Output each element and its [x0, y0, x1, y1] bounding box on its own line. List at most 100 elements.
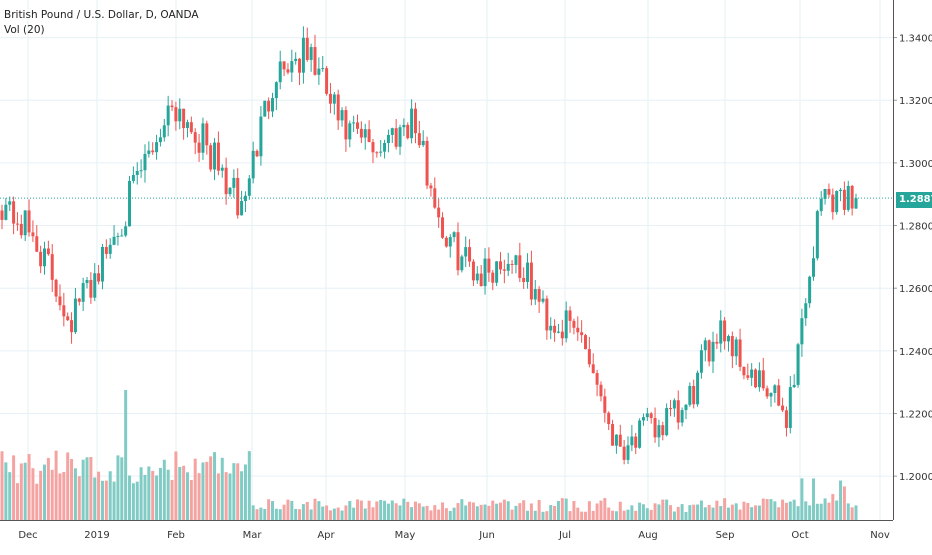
- candle-body: [506, 263, 510, 271]
- volume-bar: [433, 505, 437, 520]
- volume-bar: [599, 500, 603, 520]
- volume-bar: [174, 451, 178, 520]
- volume-bar: [537, 499, 541, 520]
- candle-body: [584, 335, 588, 350]
- volume-bar: [394, 503, 398, 520]
- candle-body: [89, 279, 93, 298]
- volume-bar: [549, 505, 553, 520]
- candle-body: [313, 47, 317, 75]
- volume-bar: [761, 498, 765, 520]
- volume-bar: [781, 499, 785, 520]
- candle-body: [213, 142, 217, 170]
- candle-body: [189, 122, 193, 133]
- candle-body: [549, 325, 553, 331]
- volume-bar: [773, 501, 777, 520]
- candle-body: [738, 339, 742, 367]
- candle-body: [622, 446, 626, 460]
- candle-body: [344, 110, 348, 140]
- volume-bar: [669, 505, 673, 520]
- candle-body: [305, 37, 309, 60]
- candle-body: [317, 68, 321, 75]
- volume-bar: [336, 507, 340, 520]
- x-tick-label: 2019: [84, 530, 109, 541]
- volume-bar: [850, 507, 854, 520]
- candle-body: [236, 177, 240, 216]
- volume-bar: [754, 505, 758, 520]
- candle-body: [518, 255, 522, 278]
- volume-bar: [649, 509, 653, 520]
- candle-body: [46, 248, 50, 255]
- candle-body: [31, 232, 35, 237]
- volume-bar: [630, 505, 634, 520]
- candle-body: [417, 133, 421, 146]
- candle-body: [54, 279, 58, 297]
- volume-bar: [541, 511, 545, 520]
- volume-bar: [0, 451, 4, 520]
- candle-body: [220, 167, 224, 171]
- candle-body: [556, 331, 560, 333]
- candle-body: [441, 217, 445, 238]
- candle-body: [641, 417, 645, 421]
- volume-bar: [518, 503, 522, 520]
- volume-bar: [815, 503, 819, 520]
- volume-bar: [379, 500, 383, 520]
- volume-bar: [77, 476, 81, 520]
- volume-bar: [50, 469, 54, 520]
- candle-body: [498, 261, 502, 270]
- volume-bar: [734, 503, 738, 520]
- candle-body: [39, 251, 43, 267]
- volume-bar: [788, 501, 792, 520]
- volume-bar: [139, 467, 143, 520]
- volume-bar: [665, 499, 669, 520]
- volume-bar: [317, 501, 321, 520]
- candle-body: [413, 108, 417, 134]
- volume-bar: [808, 505, 812, 520]
- volume-bar: [375, 501, 379, 520]
- volume-indicator-label: Vol (20): [4, 24, 45, 36]
- volume-bar: [746, 503, 750, 520]
- volume-bar: [811, 478, 815, 520]
- volume-bar: [100, 480, 104, 520]
- volume-bar: [263, 508, 267, 520]
- candle-body: [367, 129, 371, 143]
- candle-body: [707, 340, 711, 362]
- candle-body: [290, 61, 294, 73]
- volume-bar: [93, 477, 97, 520]
- volume-bar: [529, 503, 533, 520]
- volume-bar: [390, 500, 394, 520]
- volume-bar: [819, 503, 823, 520]
- volume-bar: [158, 467, 162, 520]
- volume-bar: [854, 505, 858, 520]
- volume-bar: [131, 483, 135, 520]
- volume-bar: [742, 501, 746, 520]
- volume-bar: [765, 499, 769, 520]
- candle-body: [746, 375, 750, 378]
- candle-body: [19, 223, 23, 236]
- volume-bar: [495, 503, 499, 520]
- volume-bar: [147, 466, 151, 520]
- volume-bar: [363, 508, 367, 520]
- volume-bar: [367, 500, 371, 520]
- candle-body: [850, 185, 854, 209]
- candle-body: [529, 262, 533, 300]
- volume-bar: [197, 473, 201, 520]
- volume-bar: [371, 507, 375, 520]
- candle-body: [228, 187, 232, 195]
- x-tick-label: Sep: [716, 530, 735, 541]
- candle-body: [170, 105, 174, 108]
- volume-bar: [305, 502, 309, 520]
- candle-body: [452, 232, 456, 238]
- candle-body: [116, 236, 120, 238]
- volume-bar: [715, 500, 719, 520]
- candle-body: [537, 289, 541, 302]
- candle-body: [70, 320, 74, 333]
- volume-bar: [719, 506, 723, 520]
- candle-body: [761, 370, 765, 389]
- volume-bar: [120, 457, 124, 520]
- volume-bar: [332, 508, 336, 520]
- volume-bar: [185, 472, 189, 520]
- candle-body: [630, 436, 634, 446]
- volume-bar: [135, 481, 139, 520]
